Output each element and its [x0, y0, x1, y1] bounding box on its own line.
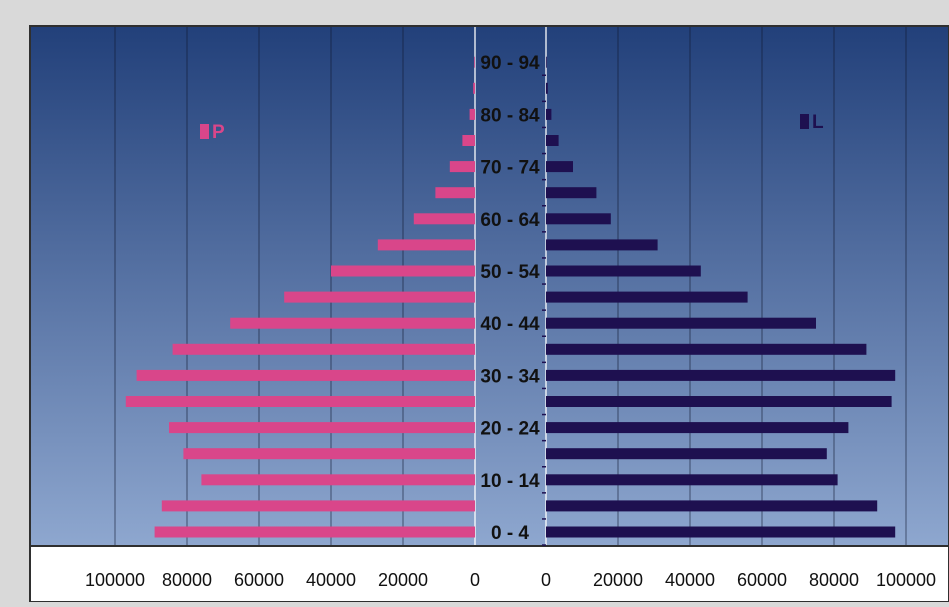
category-label: 20 - 24	[480, 419, 540, 440]
bar-P-5	[125, 396, 476, 407]
category-label: 70 - 74	[480, 158, 540, 179]
left-axis-tick-label: 60000	[234, 570, 284, 590]
category-label: 10 - 14	[480, 471, 540, 492]
category-label: 90 - 94	[480, 53, 540, 74]
bar-L-14	[546, 161, 573, 173]
category-label: 50 - 54	[480, 262, 540, 283]
legend-label-P: P	[212, 122, 225, 143]
bar-P-17	[473, 82, 475, 94]
category-label: 40 - 44	[480, 314, 540, 335]
right-axis-tick-label: 40000	[665, 570, 715, 590]
axis-strip	[30, 546, 949, 602]
bar-L-12	[546, 213, 611, 225]
category-label: 60 - 64	[480, 210, 540, 231]
bar-P-10	[331, 265, 475, 277]
plot-background	[30, 26, 949, 546]
bar-P-11	[377, 239, 475, 251]
bar-L-17	[546, 82, 548, 94]
bar-P-16	[469, 108, 475, 120]
bar-P-14	[449, 161, 475, 173]
left-axis-tick-label: 80000	[162, 570, 212, 590]
bar-L-2	[546, 474, 838, 486]
left-axis-tick-label: 100000	[85, 570, 145, 590]
category-labels: 0 - 4 10 - 14 20 - 24 30 - 34 40 - 44 50 - 54…	[480, 53, 540, 544]
left-axis-tick-label: 40000	[306, 570, 356, 590]
bar-P-3	[183, 448, 475, 460]
bar-P-13	[435, 187, 475, 199]
bar-P-2	[201, 474, 475, 486]
bar-L-6	[546, 369, 896, 381]
bar-P-7	[172, 343, 475, 355]
axis-tick-labels: 100000 80000 60000 40000 20000 0 0 20000 40000 60…	[85, 570, 936, 590]
legend-label-L: L	[812, 112, 824, 133]
bar-L-11	[546, 239, 658, 251]
bar-L-7	[546, 343, 867, 355]
bars-layer	[125, 56, 896, 546]
right-axis-tick-label: 0	[541, 570, 551, 590]
bar-P-9	[284, 291, 475, 303]
bar-L-13	[546, 187, 597, 199]
left-axis-tick-label: 20000	[378, 570, 428, 590]
bar-L-1	[546, 500, 878, 512]
bar-L-5	[546, 396, 892, 407]
bar-P-6	[136, 369, 475, 381]
bar-L-4	[546, 422, 849, 434]
left-axis-tick-label: 0	[470, 570, 480, 590]
category-label: 80 - 84	[480, 105, 540, 126]
bar-L-15	[546, 135, 559, 146]
bar-P-15	[462, 135, 475, 146]
right-axis-tick-label: 60000	[737, 570, 787, 590]
right-axis-tick-label: 20000	[593, 570, 643, 590]
bar-L-0	[546, 526, 896, 538]
right-axis-tick-label: 80000	[809, 570, 859, 590]
bar-P-0	[154, 526, 475, 538]
right-axis-tick-label: 100000	[876, 570, 936, 590]
bar-L-16	[546, 108, 552, 120]
bar-P-1	[161, 500, 476, 512]
category-label: 30 - 34	[480, 366, 540, 387]
category-label: 0 - 4	[491, 523, 529, 544]
bar-P-4	[169, 422, 475, 434]
bar-L-9	[546, 291, 748, 303]
bar-L-3	[546, 448, 827, 460]
legend-swatch-L	[800, 114, 809, 129]
bar-L-10	[546, 265, 701, 277]
bar-P-12	[413, 213, 475, 225]
bar-P-18	[474, 56, 475, 68]
bar-P-8	[230, 317, 475, 329]
grid-lines	[114, 26, 907, 546]
legend-swatch-P	[200, 124, 209, 139]
bar-L-8	[546, 317, 816, 329]
bar-L-18	[546, 56, 547, 68]
